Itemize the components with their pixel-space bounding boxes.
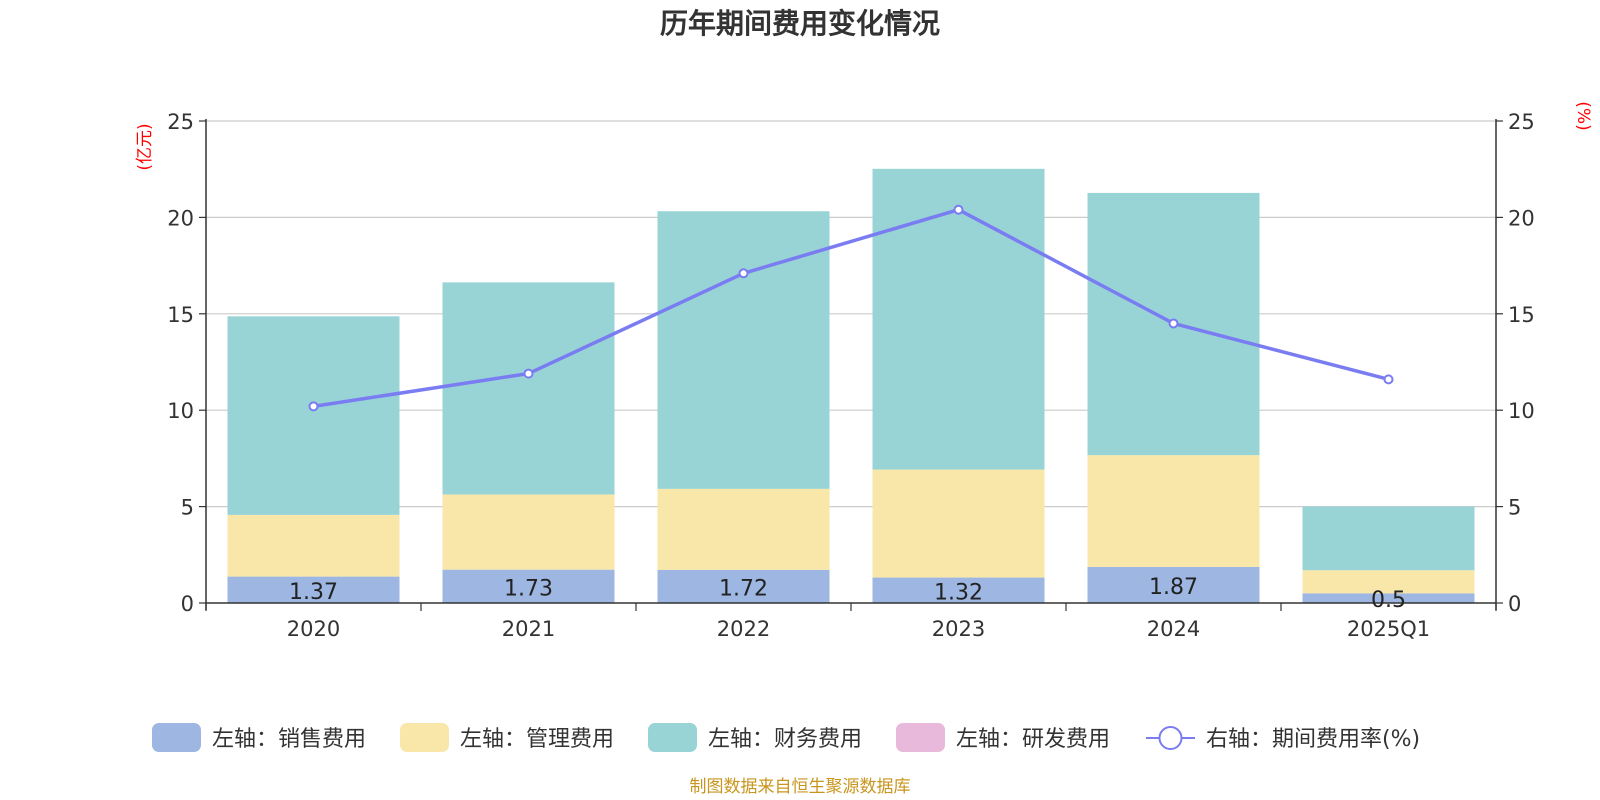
line-point (953, 204, 964, 215)
line-series (313, 207, 1389, 409)
bar-segment-1-2024 (1087, 566, 1260, 603)
bar-label: 1.87 (1149, 575, 1198, 600)
line-point (523, 368, 534, 379)
bar-segment-1-2023 (872, 577, 1045, 603)
line-point (738, 268, 749, 279)
bars-layer (227, 168, 1475, 603)
bar-segment-2-2024 (1087, 455, 1260, 567)
legend-label-2: 左轴：管理费用 (460, 727, 614, 752)
legend-swatch-3 (648, 723, 697, 752)
legend-label-1: 左轴：销售费用 (212, 727, 366, 752)
bar-segment-3-2021 (442, 282, 615, 495)
legend-swatch-1 (152, 723, 201, 752)
bar-segment-2-2021 (442, 494, 615, 570)
bar-segment-1-2025Q1 (1302, 593, 1475, 603)
left-axis-tick-label: 0 (181, 592, 194, 616)
legend: 左轴：销售费用 左轴：管理费用 左轴：财务费用 左轴：研发费用 右轴：期间费用率(%) (152, 723, 1420, 752)
bar-segment-3-2025Q1 (1302, 506, 1475, 571)
legend-swatch-4 (896, 723, 945, 752)
bar-labels-layer: 1.37 1.73 1.72 1.32 1.87 0.5 (289, 575, 1406, 613)
right-axis-tick-label: 25 (1508, 110, 1535, 134)
legend-swatch-marker (1158, 726, 1183, 750)
x-axis-tick-label: 2024 (1147, 617, 1200, 641)
bar-segment-2-2020 (227, 514, 400, 577)
bar-segment-2-2022 (657, 488, 830, 570)
left-axis-tick-label: 5 (181, 496, 194, 520)
left-axis-tick-label: 25 (167, 110, 194, 134)
left-axis-tick-label: 10 (167, 399, 194, 423)
right-axis-unit: (%) (1573, 101, 1593, 130)
line-point (1168, 318, 1179, 329)
right-axis-tick-label: 0 (1508, 592, 1521, 616)
bar-segment-2-2025Q1 (1302, 570, 1475, 594)
right-axis-tick-label: 5 (1508, 496, 1521, 520)
right-axis-tick-label: 10 (1508, 399, 1535, 423)
x-axis-tick-label: 2020 (287, 617, 340, 641)
legend-label-5: 右轴：期间费用率(%) (1206, 727, 1420, 752)
x-axis-tick-label: 2022 (717, 617, 770, 641)
line-layer (308, 204, 1394, 412)
bar-segment-3-2023 (872, 168, 1045, 470)
legend-label-3: 左轴：财务费用 (708, 727, 862, 752)
bar-segment-2-2023 (872, 469, 1045, 578)
legend-label-4: 左轴：研发费用 (956, 727, 1110, 752)
right-axis-tick-label: 20 (1508, 206, 1535, 230)
x-axis-tick-label: 2025Q1 (1347, 617, 1430, 641)
left-axis-tick-label: 20 (167, 206, 194, 230)
bar-label: 1.37 (289, 580, 338, 605)
bar-label: 0.5 (1371, 588, 1406, 613)
bar-segment-1-2020 (227, 576, 400, 603)
bar-segment-3-2020 (227, 316, 400, 515)
left-axis-tick-label: 15 (167, 303, 194, 327)
x-axis-tick-label: 2021 (502, 617, 555, 641)
grid-lines (206, 120, 1496, 508)
x-axis-tick-label: 2023 (932, 617, 985, 641)
bar-label: 1.72 (719, 576, 768, 601)
bar-segment-1-2022 (657, 569, 830, 603)
bar-segment-3-2022 (657, 211, 830, 489)
axes-layer: 0 5 10 15 20 25 0 5 10 15 20 25 2020 2021 2022 2023 2024… (167, 110, 1534, 641)
line-point (1383, 374, 1394, 385)
right-axis-tick-label: 15 (1508, 303, 1535, 327)
bar-segment-1-2021 (442, 569, 615, 603)
bar-label: 1.32 (934, 580, 983, 605)
legend-swatch-2 (400, 723, 449, 752)
line-point (308, 401, 319, 412)
left-axis-unit: (亿元) (135, 123, 155, 170)
source-note: 制图数据来自恒生聚源数据库 (690, 777, 911, 797)
chart-title: 历年期间费用变化情况 (660, 7, 940, 40)
bar-label: 1.73 (504, 576, 553, 601)
